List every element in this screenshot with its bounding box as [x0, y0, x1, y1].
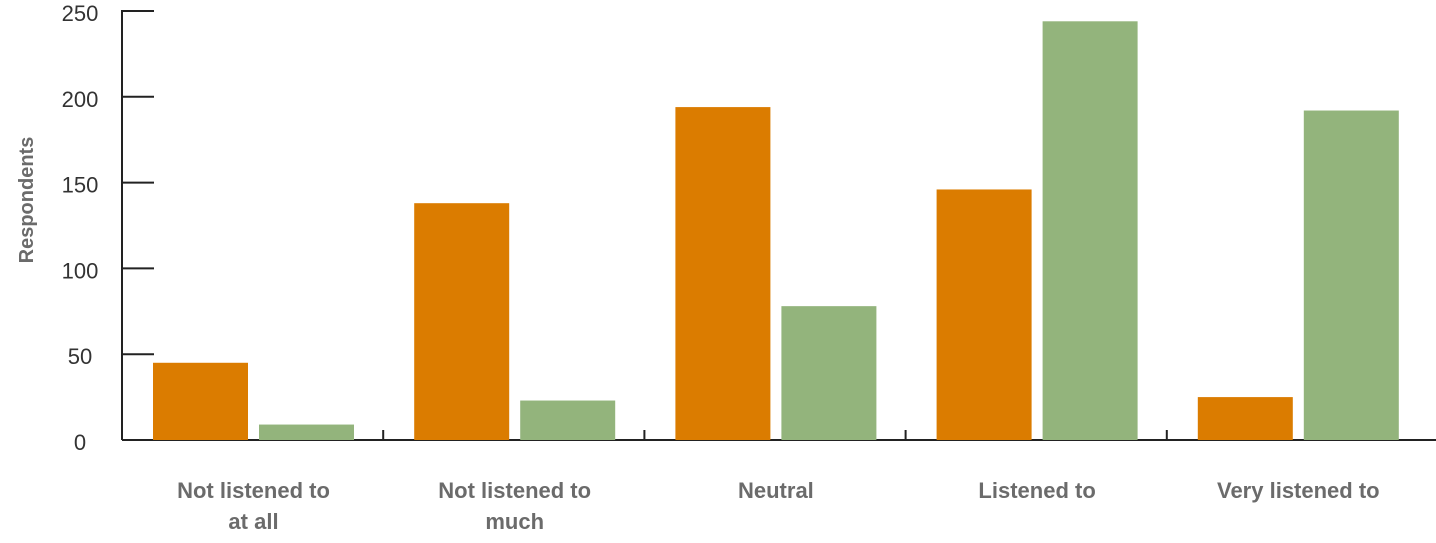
y-tick-label: 250: [62, 1, 99, 26]
bar-series-1: [936, 189, 1032, 440]
bar-series-2: [520, 400, 616, 440]
x-labels: Not listened to at all Not listened to much…: [177, 478, 1380, 534]
y-tick-label: 50: [68, 344, 92, 369]
bar-series-1: [1197, 397, 1293, 440]
axes: [121, 10, 1436, 441]
bar-series-1: [414, 203, 510, 440]
bar-series-2: [781, 306, 877, 440]
x-category-label: much: [485, 509, 544, 534]
y-tick-label: 100: [62, 258, 99, 283]
y-tick-label: 150: [62, 173, 99, 198]
bar-series-2: [259, 424, 354, 440]
y-tick-label: 200: [62, 87, 99, 112]
y-axis-label: Respondents: [16, 137, 38, 264]
bar-series-1: [153, 362, 248, 440]
x-category-label: Very listened to: [1217, 478, 1380, 503]
bar-series-2: [1303, 110, 1399, 440]
bar-series-1: [675, 107, 771, 440]
x-category-label: Listened to: [978, 478, 1095, 503]
y-axis-label-group: Respondents: [16, 137, 38, 264]
y-tick-label: 0: [74, 430, 86, 455]
x-category-label: Neutral: [738, 478, 814, 503]
x-category-label: at all: [228, 509, 278, 534]
x-category-label: Not listened to: [177, 478, 330, 503]
x-category-label: Not listened to: [438, 478, 591, 503]
y-ticks: 0 50 100 150 200 250: [62, 1, 154, 455]
bars: [153, 21, 1399, 441]
bar-series-2: [1042, 21, 1138, 441]
